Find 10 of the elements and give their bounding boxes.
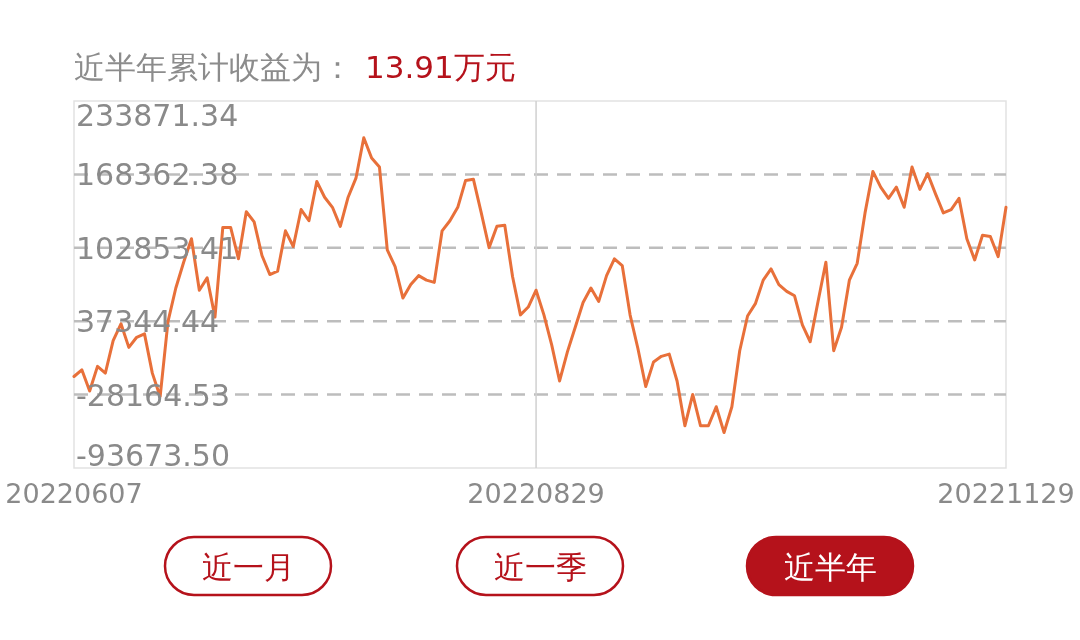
text: 近半年 [783, 549, 877, 585]
x-tick-label: 20220607 [5, 478, 143, 509]
text: 近一季 [493, 549, 587, 585]
chart-subtitle: 13.91万元 [365, 49, 516, 85]
y-tick-label: -93673.50 [76, 438, 230, 473]
y-tick-label: 233871.34 [76, 98, 239, 133]
chart-title: 近半年累计收益为： [74, 49, 353, 85]
x-tick-label: 20221129 [937, 478, 1075, 509]
x-tick-label: 20220829 [467, 478, 605, 509]
text: 近一月 [201, 549, 295, 585]
